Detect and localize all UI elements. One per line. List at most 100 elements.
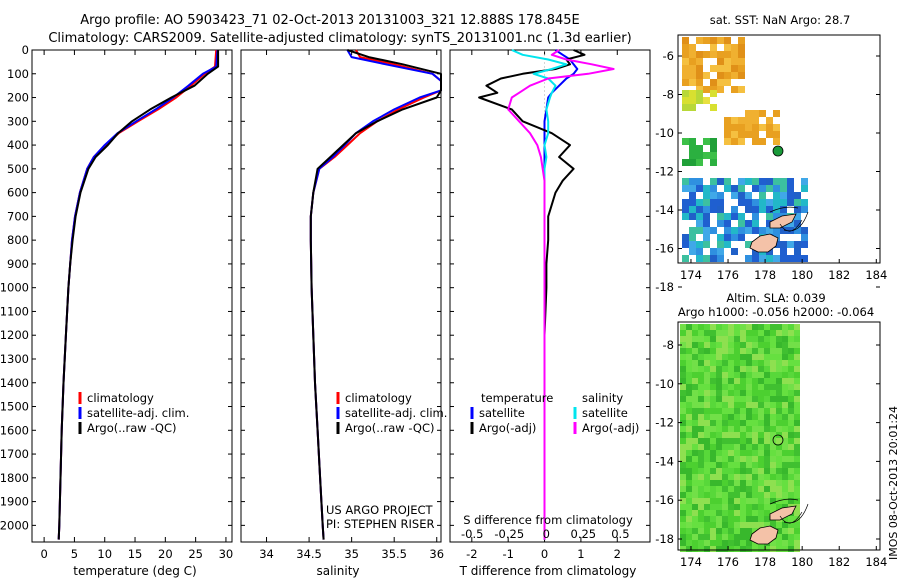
lat-label: -14 [655, 454, 674, 468]
sla-pixel [740, 498, 746, 504]
sla-pixel [794, 336, 800, 342]
sst-pixel [703, 220, 710, 227]
sst-pixel [717, 58, 724, 65]
sst-pixel [787, 199, 794, 206]
sla-pixel [728, 528, 734, 534]
sla-pixel [686, 540, 692, 546]
sla-pixel [686, 348, 692, 354]
sla-pixel [788, 384, 794, 390]
sst-pixel [689, 51, 696, 58]
sla-pixel [680, 330, 686, 336]
sla-map-frame [677, 321, 881, 551]
sla-pixel [770, 402, 776, 408]
sst-pixel [710, 152, 717, 159]
sla-map: Altim. SLA: 0.039 Argo h1000: -0.056 h20… [655, 291, 887, 569]
sla-pixel [752, 486, 758, 492]
sla-pixel [722, 414, 728, 420]
sla-pixel [710, 486, 716, 492]
sla-pixel [740, 438, 746, 444]
sla-pixel [794, 468, 800, 474]
sla-pixel [716, 474, 722, 480]
sla-pixel [734, 522, 740, 528]
sla-pixel [764, 354, 770, 360]
sst-pixel [689, 241, 696, 248]
sla-pixel [686, 354, 692, 360]
sla-pixel [764, 444, 770, 450]
sla-pixel [776, 450, 782, 456]
sst-pixel [801, 178, 808, 185]
sla-pixel [734, 384, 740, 390]
sla-pixel [752, 348, 758, 354]
sla-pixel [716, 342, 722, 348]
sst-pixel [773, 213, 780, 220]
sst-pixel [724, 72, 731, 79]
sst-pixel [682, 234, 689, 241]
sla-pixel [794, 534, 800, 540]
sla-pixel [794, 450, 800, 456]
sla-pixel [794, 438, 800, 444]
sla-pixel [686, 498, 692, 504]
sla-pixel [746, 438, 752, 444]
x-tick-label: 0 [40, 547, 47, 561]
sst-pixel [724, 241, 731, 248]
sla-pixel [692, 438, 698, 444]
sla-pixel [758, 480, 764, 486]
sla-pixel [752, 336, 758, 342]
sla-pixel [752, 516, 758, 522]
sla-pixel [686, 438, 692, 444]
sla-pixel [722, 492, 728, 498]
sla-pixel [698, 516, 704, 522]
sla-pixel [794, 480, 800, 486]
sla-pixel [716, 354, 722, 360]
sla-pixel [680, 432, 686, 438]
sla-pixel [758, 456, 764, 462]
sla-pixel [788, 492, 794, 498]
sla-pixel [704, 498, 710, 504]
sst-pixel [766, 255, 773, 262]
sla-pixel [698, 486, 704, 492]
temperature-lines [57, 49, 220, 540]
legend-s-argo-label: Argo(-adj) [582, 421, 639, 435]
sst-pixel [731, 58, 738, 65]
sla-pixel [722, 522, 728, 528]
sla-pixel [764, 468, 770, 474]
sla-pixel [740, 378, 746, 384]
legend-salinity-title: salinity [582, 391, 623, 405]
sla-pixel [740, 432, 746, 438]
sst-pixel [780, 241, 787, 248]
t-difference-axis-title: T difference from climatology [459, 564, 637, 578]
sla-pixel [746, 528, 752, 534]
sla-pixel [782, 546, 788, 552]
sla-pixel [782, 342, 788, 348]
sst-pixel [759, 192, 766, 199]
sla-pixel [776, 462, 782, 468]
sst-pixel [682, 58, 689, 65]
sla-pixel [764, 396, 770, 402]
depth-label: 1400 [0, 376, 29, 390]
sla-pixel [686, 420, 692, 426]
sla-pixel [740, 504, 746, 510]
lon-label: 174 [680, 268, 702, 282]
sst-pixel [724, 234, 731, 241]
sla-pixel [692, 486, 698, 492]
sla-pixel [692, 348, 698, 354]
sla-pixel [758, 342, 764, 348]
sla-pixel [716, 348, 722, 354]
sst-pixel [766, 131, 773, 138]
sla-pixel [728, 378, 734, 384]
sla-pixel [758, 486, 764, 492]
sla-pixel [740, 522, 746, 528]
sla-pixel [758, 420, 764, 426]
sla-pixel [686, 546, 692, 552]
sla-pixel [698, 450, 704, 456]
depth-label: 1800 [0, 471, 29, 485]
sla-pixel [728, 534, 734, 540]
sst-pixel [682, 37, 689, 44]
sla-pixel [680, 378, 686, 384]
sla-pixel [722, 336, 728, 342]
sst-pixel [752, 248, 759, 255]
sst-pixel [682, 65, 689, 72]
sla-pixel [680, 534, 686, 540]
sla-pixel [758, 432, 764, 438]
sla-pixel [716, 330, 722, 336]
